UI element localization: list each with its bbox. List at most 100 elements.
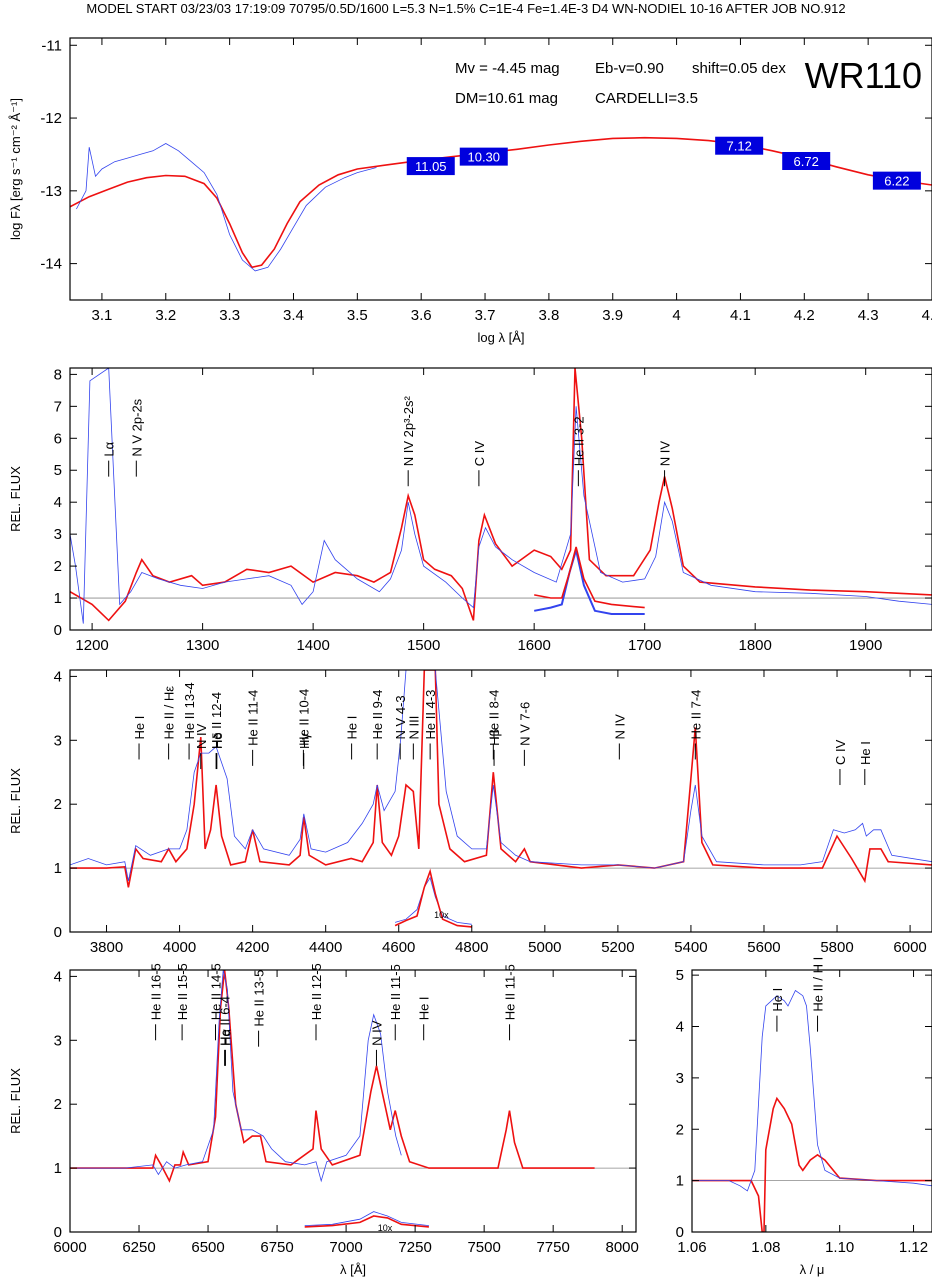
- line-id-label: Hα: [218, 1028, 233, 1045]
- x-tick-label: 4400: [309, 939, 342, 956]
- line-id-label: He II 4-3: [423, 690, 438, 740]
- fit-parameter: Mv = -4.45 mag: [455, 60, 560, 77]
- line-id-label: He II / Hε: [162, 686, 177, 740]
- y-tick-label: 3: [54, 1032, 62, 1049]
- line-id-label: N IV 2p³-2s²: [401, 395, 416, 466]
- y-axis-label: REL. FLUX: [8, 1068, 23, 1134]
- panel-ir: 1.06 1.08 1.10 1.12 0 1 2 3 4 5 λ / μ He I He II / H…: [676, 957, 932, 1277]
- x-tick-label: 7750: [536, 1239, 569, 1256]
- plot-frame: [69, 969, 637, 1233]
- line-id-label: Lα: [102, 441, 117, 456]
- x-tick-label: 7000: [329, 1239, 362, 1256]
- x-tick-label: 7250: [398, 1239, 431, 1256]
- line-id-label: N V 7-6: [517, 702, 532, 746]
- line-id-label: N IV: [658, 441, 673, 467]
- x-tick-label: 3.3: [219, 307, 240, 324]
- photometry-box: [459, 147, 508, 166]
- series-model-lowres: [534, 546, 645, 609]
- y-tick-label: 5: [676, 967, 684, 984]
- series-observed-inset: [304, 1211, 429, 1226]
- photometry-box: [715, 136, 764, 155]
- chart-title: WR110: [805, 55, 922, 96]
- x-tick-label: 1700: [628, 637, 661, 654]
- line-id-label: He II 7-4: [688, 690, 703, 740]
- series-observed: [70, 670, 932, 881]
- photometry-box: [406, 157, 455, 176]
- line-id-label: He II 8-4: [486, 690, 501, 740]
- x-tick-label: 1.08: [751, 1239, 780, 1256]
- x-tick-label: 1.06: [677, 1239, 706, 1256]
- y-tick-label: 0: [676, 1224, 684, 1241]
- series-model: [692, 1096, 932, 1232]
- series-model-inset: [394, 868, 472, 928]
- x-tick-label: 1500: [407, 637, 440, 654]
- line-id-label: He I: [345, 716, 360, 740]
- y-tick-label: -12: [40, 110, 62, 127]
- line-id-label: Hγ: [297, 733, 312, 749]
- y-tick-label: 2: [54, 558, 62, 575]
- x-tick-label: 4200: [236, 939, 269, 956]
- line-id-label: Hδ: [210, 732, 225, 749]
- line-id-label: He II 13-5: [252, 970, 267, 1027]
- line-id-label: N IV: [369, 1020, 384, 1046]
- x-tick-label: 7500: [467, 1239, 500, 1256]
- series-observed: [76, 143, 377, 272]
- plot-frame: [69, 367, 932, 631]
- x-axis-label: λ / μ: [800, 1262, 825, 1277]
- y-tick-label: 2: [676, 1121, 684, 1138]
- fit-parameter: DM=10.61 mag: [455, 90, 558, 107]
- y-tick-label: -13: [40, 183, 62, 200]
- series-observed-inset: [394, 876, 472, 925]
- x-axis-label: λ [Å]: [340, 1262, 366, 1277]
- line-id-label: He II 6-4: [218, 996, 233, 1046]
- photometry-magnitude: 6.22: [884, 174, 909, 189]
- x-tick-label: 1200: [75, 637, 108, 654]
- y-tick-label: 0: [54, 924, 62, 941]
- x-tick-label: 4.1: [730, 307, 751, 324]
- x-tick-label: 3.9: [602, 307, 623, 324]
- x-tick-label: 6000: [53, 1239, 86, 1256]
- line-id-label: He II 14-5: [209, 963, 224, 1020]
- series-model: [70, 368, 932, 622]
- y-tick-label: 0: [54, 1224, 62, 1241]
- x-tick-label: 5000: [528, 939, 561, 956]
- x-tick-label: 4.3: [858, 307, 879, 324]
- y-tick-label: 4: [676, 1019, 684, 1036]
- x-tick-label: 3.8: [538, 307, 559, 324]
- x-tick-label: 6000: [893, 939, 926, 956]
- line-id-label: N III: [406, 716, 421, 740]
- x-tick-label: 1900: [849, 637, 882, 654]
- line-id-label: He II 11-4: [246, 690, 261, 746]
- x-tick-label: 3.5: [347, 307, 368, 324]
- x-tick-label: 1300: [186, 637, 219, 654]
- y-tick-label: 5: [54, 462, 62, 479]
- line-id-label: N IV: [612, 714, 627, 740]
- line-id-label: He II 10-4: [296, 689, 311, 746]
- line-id-label: C IV: [472, 441, 487, 467]
- x-tick-label: 6250: [122, 1239, 155, 1256]
- x-tick-label: 1.12: [899, 1239, 928, 1256]
- x-tick-label: 4600: [382, 939, 415, 956]
- y-tick-label: 1: [676, 1173, 684, 1190]
- y-tick-label: -11: [41, 37, 62, 54]
- x-tick-label: 6500: [191, 1239, 224, 1256]
- x-tick-label: 3.7: [475, 307, 496, 324]
- y-tick-label: 2: [54, 796, 62, 813]
- x-tick-label: 5200: [601, 939, 634, 956]
- x-tick-label: 5600: [747, 939, 780, 956]
- fit-parameter: Eb-v=0.90: [595, 60, 664, 77]
- y-axis-label: REL. FLUX: [8, 466, 23, 532]
- line-id-label: He II 15-5: [175, 963, 190, 1020]
- y-tick-label: 0: [54, 622, 62, 639]
- y-tick-label: 3: [54, 732, 62, 749]
- y-tick-label: 3: [676, 1070, 684, 1087]
- y-axis-label: REL. FLUX: [8, 768, 23, 834]
- photometry-magnitude: 7.12: [727, 139, 752, 154]
- y-tick-label: 1: [54, 860, 62, 877]
- y-tick-label: 2: [54, 1096, 62, 1113]
- panel-optical: 3800 4000 4200 4400 4600 4800 5000 5200 5400 5600…: [8, 668, 932, 956]
- line-id-label: He I: [417, 996, 432, 1020]
- line-id-label: He II 11-5: [388, 964, 403, 1020]
- plot-frame: [69, 37, 932, 301]
- x-tick-label: 4.2: [794, 307, 815, 324]
